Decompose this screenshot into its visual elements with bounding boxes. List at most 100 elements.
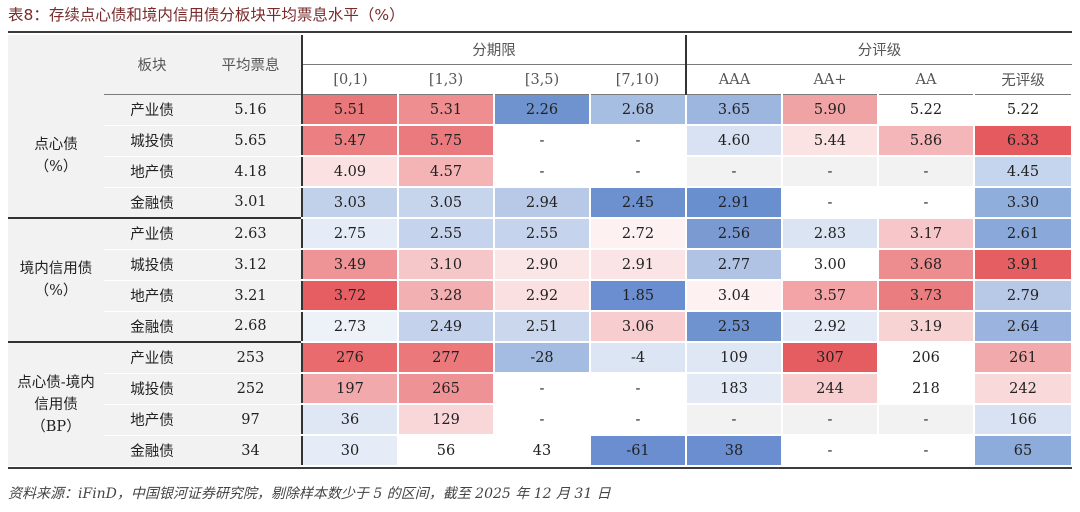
term-value-cell: 5.51	[301, 94, 399, 126]
term-value-cell: -	[590, 373, 687, 405]
sector-cell: 金融债	[104, 435, 200, 467]
rating-value-cell: 5.90	[782, 94, 879, 126]
term-value-cell: -4	[590, 341, 687, 374]
header-rating: AAA	[685, 64, 782, 95]
sector-cell: 城投债	[104, 373, 200, 405]
header-rating: AA+	[782, 64, 878, 95]
term-value-cell: 2.26	[494, 94, 591, 126]
avg-coupon-cell: 5.16	[200, 94, 302, 126]
rating-value-cell: 2.77	[685, 249, 783, 281]
term-value-cell: 277	[398, 341, 495, 374]
term-value-cell: 43	[494, 435, 591, 467]
sector-cell: 地产债	[104, 404, 200, 436]
footer-divider	[8, 467, 1072, 469]
avg-coupon-cell: 3.12	[200, 249, 302, 281]
term-value-cell: 36	[301, 404, 399, 436]
rating-value-cell: 38	[685, 435, 783, 467]
rating-value-cell: 2.92	[782, 311, 879, 343]
term-value-cell: 2.75	[301, 217, 399, 250]
rating-value-cell: 2.56	[685, 217, 783, 250]
avg-coupon-cell: 97	[200, 404, 302, 436]
avg-coupon-cell: 3.01	[200, 187, 302, 219]
rating-value-cell: 3.30	[974, 187, 1073, 219]
rating-value-cell: -	[878, 187, 975, 219]
header-term: [7,10)	[590, 64, 686, 95]
rating-value-cell: 3.19	[878, 311, 975, 343]
rating-value-cell: 109	[685, 341, 783, 374]
sector-cell: 产业债	[104, 94, 200, 126]
term-value-cell: 265	[398, 373, 495, 405]
rating-value-cell: 3.17	[878, 217, 975, 250]
term-value-cell: 2.68	[590, 94, 687, 126]
rating-value-cell: -	[878, 435, 975, 467]
group-label: 点心债-境内 信用债 （BP）	[8, 341, 104, 466]
group-label-line: （%）	[34, 158, 78, 175]
term-value-cell: 5.47	[301, 125, 399, 157]
sector-cell: 地产债	[104, 156, 200, 188]
group-label-line: 境内信用债	[19, 261, 93, 277]
group-label-line: 点心债	[34, 136, 78, 153]
term-value-cell: -	[590, 125, 687, 157]
avg-coupon-cell: 253	[200, 341, 302, 374]
term-value-cell: -	[590, 404, 687, 436]
avg-coupon-cell: 4.18	[200, 156, 302, 188]
rating-value-cell: -	[782, 435, 879, 467]
term-value-cell: 3.72	[301, 280, 399, 312]
term-value-cell: 2.55	[398, 217, 495, 250]
avg-coupon-cell: 5.65	[200, 125, 302, 157]
term-value-cell: 3.05	[398, 187, 495, 219]
rating-value-cell: 218	[878, 373, 975, 405]
sector-cell: 产业债	[104, 217, 200, 250]
rating-value-cell: 3.73	[878, 280, 975, 312]
rating-value-cell: 3.65	[685, 94, 783, 126]
sector-cell: 地产债	[104, 280, 200, 312]
rating-value-cell: -	[878, 404, 975, 436]
rating-value-cell: 2.91	[685, 187, 783, 219]
table-row: 金融债 3.01 3.03 3.05 2.94 2.45 2.91- -3.30	[8, 187, 1073, 219]
rating-value-cell: 6.33	[974, 125, 1073, 157]
group-label-line: （%）	[34, 283, 78, 299]
term-value-cell: 2.51	[494, 311, 591, 343]
term-value-cell: -	[494, 373, 591, 405]
term-value-cell: 2.92	[494, 280, 591, 312]
table-row: 境内信用债 （%） 产业债 2.63 2.75 2.55 2.55 2.72 2.56 2.83 3…	[8, 217, 1073, 342]
header-rating: AA	[878, 64, 974, 95]
rating-value-cell: 3.04	[685, 280, 783, 312]
rating-value-cell: 4.45	[974, 156, 1073, 188]
header-group-term: 分期限	[301, 35, 686, 65]
table-row: 城投债 252 197 265- -183 244 218 242	[8, 373, 1073, 405]
table-row: 金融债 34 30 56 43 -61 38- -65	[8, 435, 1073, 467]
avg-coupon-cell: 252	[200, 373, 302, 405]
avg-coupon-cell: 3.21	[200, 280, 302, 312]
sector-cell: 金融债	[104, 311, 200, 343]
group-label-line: （BP）	[31, 418, 81, 435]
table-row: 地产债 3.21 3.72 3.28 2.92 1.85 3.04 3.57 3.73 2.79	[8, 280, 1073, 312]
rating-value-cell: 2.79	[974, 280, 1073, 312]
rating-value-cell: -	[685, 156, 783, 188]
term-value-cell: -61	[590, 435, 687, 467]
rating-value-cell: 183	[685, 373, 783, 405]
table-body: 点心债 （%） 产业债 5.16 5.51 5.31 2.26 2.68 3.65 5.90 5.2…	[8, 94, 1073, 467]
sector-cell: 城投债	[104, 125, 200, 157]
rating-value-cell: -	[782, 187, 879, 219]
rating-value-cell: 307	[782, 341, 879, 374]
term-value-cell: 2.72	[590, 217, 687, 250]
source-note: 资料来源：iFinD，中国银河证券研究院，剔除样本数少于 5 的区间，截至 20…	[8, 486, 611, 502]
term-value-cell: 30	[301, 435, 399, 467]
rating-value-cell: 5.86	[878, 125, 975, 157]
sector-cell: 城投债	[104, 249, 200, 281]
title-divider	[8, 31, 1072, 33]
group-label-line: 点心债-境内	[17, 374, 95, 391]
rating-value-cell: 166	[974, 404, 1073, 436]
table-row: 地产债 97 36 129- - - - -166	[8, 404, 1073, 436]
rating-value-cell: 3.91	[974, 249, 1073, 281]
rating-value-cell: 242	[974, 373, 1073, 405]
table-title: 表8：存续点心债和境内信用债分板块平均票息水平（%）	[8, 6, 405, 24]
term-value-cell: -	[494, 156, 591, 188]
term-value-cell: 56	[398, 435, 495, 467]
term-value-cell: 5.31	[398, 94, 495, 126]
avg-coupon-cell: 2.63	[200, 217, 302, 250]
header-group-rating: 分评级	[685, 35, 1072, 65]
rating-value-cell: 2.64	[974, 311, 1073, 343]
term-value-cell: 197	[301, 373, 399, 405]
